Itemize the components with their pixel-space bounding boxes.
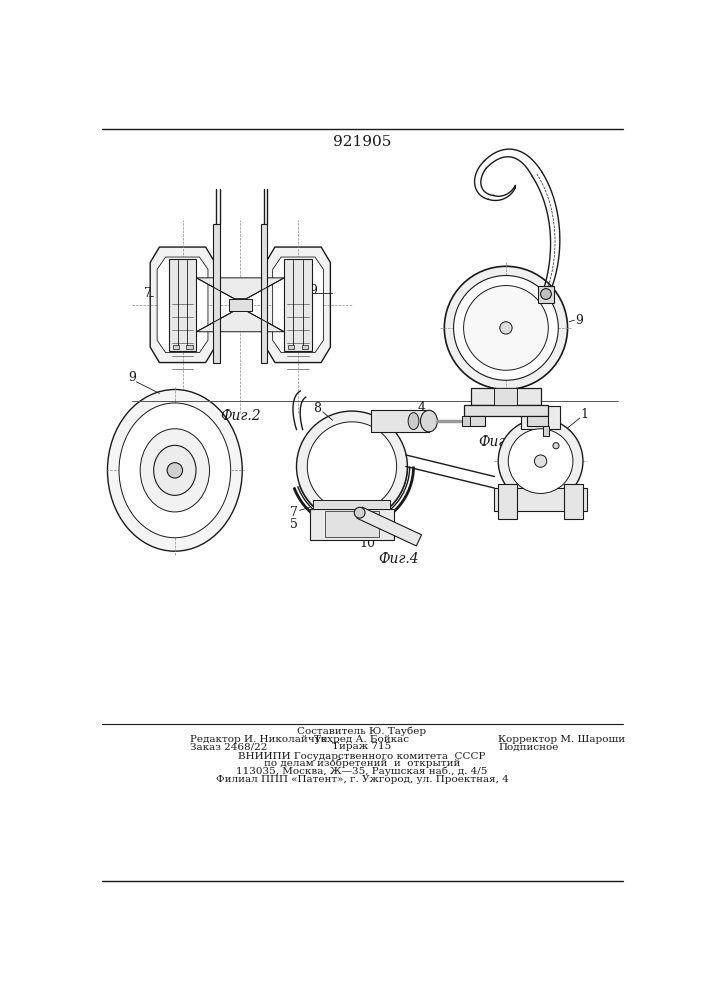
Circle shape — [500, 322, 512, 334]
Text: Техред А. Бойкас: Техред А. Бойкас — [315, 735, 409, 744]
Text: 921905: 921905 — [333, 135, 391, 149]
Ellipse shape — [421, 410, 438, 432]
Text: по делам изобретений  и  открытий: по делам изобретений и открытий — [264, 759, 460, 768]
Text: 7: 7 — [144, 287, 152, 300]
FancyBboxPatch shape — [462, 416, 469, 426]
FancyBboxPatch shape — [371, 410, 429, 432]
Text: Заказ 2468/22: Заказ 2468/22 — [190, 742, 268, 751]
Text: Редактор И. Николайчук: Редактор И. Николайчук — [190, 735, 327, 744]
Polygon shape — [150, 247, 215, 363]
Circle shape — [534, 455, 547, 467]
Ellipse shape — [107, 389, 243, 551]
FancyBboxPatch shape — [521, 406, 560, 429]
Circle shape — [308, 422, 397, 511]
FancyBboxPatch shape — [325, 511, 379, 537]
FancyBboxPatch shape — [464, 416, 485, 426]
Polygon shape — [266, 247, 330, 363]
FancyBboxPatch shape — [543, 426, 549, 436]
FancyBboxPatch shape — [214, 224, 219, 363]
Circle shape — [541, 289, 551, 299]
Circle shape — [444, 266, 568, 389]
Circle shape — [296, 411, 407, 522]
Ellipse shape — [119, 403, 230, 538]
Circle shape — [167, 463, 182, 478]
Text: Составитель Ю. Таубер: Составитель Ю. Таубер — [298, 727, 426, 736]
Text: Подписное: Подписное — [498, 742, 559, 751]
FancyBboxPatch shape — [169, 259, 197, 351]
FancyBboxPatch shape — [284, 259, 312, 351]
Text: 1: 1 — [580, 408, 588, 421]
FancyBboxPatch shape — [494, 488, 587, 511]
FancyBboxPatch shape — [494, 388, 518, 405]
Circle shape — [464, 286, 549, 370]
Text: 10: 10 — [359, 537, 375, 550]
Circle shape — [498, 419, 583, 503]
Ellipse shape — [140, 429, 209, 512]
FancyBboxPatch shape — [187, 345, 192, 349]
FancyBboxPatch shape — [498, 484, 518, 519]
Polygon shape — [357, 507, 421, 546]
Circle shape — [508, 429, 573, 493]
Text: 113035, Москва, Ж—35, Раушская наб., д. 4/5: 113035, Москва, Ж—35, Раушская наб., д. … — [236, 767, 488, 776]
FancyBboxPatch shape — [313, 500, 390, 509]
Text: 9: 9 — [129, 371, 136, 384]
FancyBboxPatch shape — [563, 484, 583, 519]
FancyBboxPatch shape — [310, 509, 395, 540]
Text: 7: 7 — [291, 506, 298, 519]
Ellipse shape — [408, 413, 419, 430]
FancyBboxPatch shape — [538, 286, 554, 303]
Text: 5: 5 — [291, 518, 298, 531]
Text: Фиг.3: Фиг.3 — [478, 435, 518, 449]
Circle shape — [454, 276, 559, 380]
Text: Корректор М. Шароши: Корректор М. Шароши — [498, 735, 626, 744]
Text: 8: 8 — [313, 402, 321, 415]
FancyBboxPatch shape — [229, 299, 252, 311]
Ellipse shape — [153, 445, 196, 495]
FancyBboxPatch shape — [261, 224, 267, 363]
Text: Фиг.2: Фиг.2 — [220, 409, 261, 423]
FancyBboxPatch shape — [527, 416, 549, 426]
FancyBboxPatch shape — [302, 345, 308, 349]
Circle shape — [553, 443, 559, 449]
Circle shape — [354, 507, 365, 518]
Text: Филиал ППП «Патент», г. Ужгород, ул. Проектная, 4: Филиал ППП «Патент», г. Ужгород, ул. Про… — [216, 775, 508, 784]
FancyBboxPatch shape — [173, 345, 179, 349]
Text: 4: 4 — [417, 401, 425, 414]
Polygon shape — [197, 278, 284, 299]
Polygon shape — [197, 311, 284, 332]
FancyBboxPatch shape — [472, 388, 541, 405]
FancyBboxPatch shape — [464, 405, 549, 416]
Text: Фиг.4: Фиг.4 — [378, 552, 419, 566]
Text: 9: 9 — [310, 284, 317, 297]
Text: ВНИИПИ Государственного комитета  СССР: ВНИИПИ Государственного комитета СССР — [238, 752, 486, 761]
Text: 9: 9 — [575, 314, 583, 327]
Polygon shape — [157, 257, 208, 353]
Polygon shape — [273, 257, 324, 353]
Text: Тираж 715: Тираж 715 — [332, 742, 392, 751]
FancyBboxPatch shape — [288, 345, 294, 349]
